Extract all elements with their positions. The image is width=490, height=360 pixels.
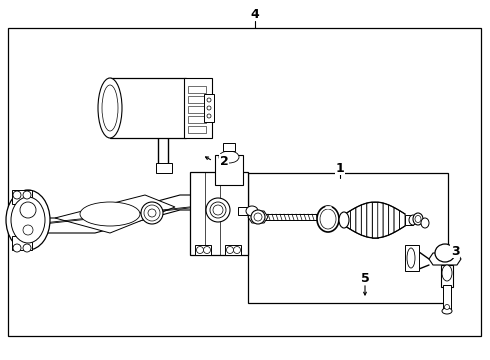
Text: 5: 5 — [361, 271, 369, 284]
Circle shape — [13, 244, 21, 252]
Circle shape — [23, 244, 31, 252]
Ellipse shape — [251, 210, 265, 224]
Ellipse shape — [102, 85, 118, 131]
Ellipse shape — [11, 197, 45, 243]
Bar — [195, 245, 211, 255]
Bar — [188, 96, 206, 103]
Bar — [188, 106, 206, 113]
Bar — [184, 78, 212, 138]
Circle shape — [226, 247, 234, 253]
Ellipse shape — [98, 78, 122, 138]
Ellipse shape — [435, 244, 455, 262]
Bar — [8, 28, 481, 336]
Ellipse shape — [407, 248, 415, 268]
Polygon shape — [394, 207, 399, 233]
Bar — [441, 265, 453, 287]
Ellipse shape — [6, 190, 50, 250]
Circle shape — [20, 202, 36, 218]
Circle shape — [234, 247, 241, 253]
Polygon shape — [248, 211, 268, 223]
Polygon shape — [345, 211, 350, 229]
Bar — [215, 155, 243, 185]
Ellipse shape — [144, 205, 160, 221]
Ellipse shape — [442, 265, 452, 281]
Polygon shape — [378, 202, 383, 238]
Ellipse shape — [442, 308, 452, 314]
Bar — [405, 245, 419, 271]
Circle shape — [203, 247, 211, 253]
Bar — [443, 285, 451, 309]
Text: 4: 4 — [250, 8, 259, 21]
Polygon shape — [350, 207, 356, 233]
Polygon shape — [18, 195, 240, 233]
Circle shape — [207, 114, 211, 118]
Bar — [190, 172, 248, 255]
Ellipse shape — [339, 212, 349, 228]
Ellipse shape — [254, 213, 262, 221]
Ellipse shape — [409, 215, 417, 225]
Ellipse shape — [317, 206, 339, 232]
Bar — [188, 116, 206, 123]
Bar — [225, 245, 241, 255]
Ellipse shape — [320, 209, 336, 229]
Bar — [188, 86, 206, 93]
Text: 3: 3 — [451, 244, 459, 257]
Bar — [238, 207, 252, 215]
Polygon shape — [361, 203, 367, 237]
Polygon shape — [399, 211, 405, 229]
Polygon shape — [55, 195, 175, 233]
Circle shape — [196, 247, 203, 253]
Ellipse shape — [210, 202, 226, 218]
Circle shape — [207, 106, 211, 110]
Circle shape — [23, 191, 31, 199]
Bar — [110, 78, 186, 138]
Polygon shape — [383, 203, 389, 237]
Bar — [405, 215, 413, 225]
Bar — [12, 236, 32, 250]
Ellipse shape — [413, 213, 423, 225]
Circle shape — [207, 98, 211, 102]
Circle shape — [23, 225, 33, 235]
Polygon shape — [367, 202, 372, 238]
Bar — [156, 163, 172, 173]
Ellipse shape — [415, 216, 421, 222]
Ellipse shape — [141, 202, 163, 224]
Bar — [12, 190, 32, 204]
Polygon shape — [372, 202, 378, 238]
Text: 2: 2 — [220, 154, 228, 167]
Ellipse shape — [219, 151, 239, 163]
Bar — [248, 173, 448, 303]
Ellipse shape — [246, 206, 258, 216]
Ellipse shape — [213, 205, 223, 215]
Bar — [204, 94, 214, 122]
Ellipse shape — [421, 218, 429, 228]
Circle shape — [444, 305, 449, 310]
Ellipse shape — [80, 202, 140, 226]
Bar — [188, 126, 206, 133]
Ellipse shape — [148, 209, 156, 217]
Text: 1: 1 — [336, 162, 344, 175]
Ellipse shape — [206, 198, 230, 222]
Bar — [223, 143, 235, 151]
Polygon shape — [356, 205, 361, 235]
Polygon shape — [389, 205, 394, 235]
Circle shape — [13, 191, 21, 199]
Polygon shape — [429, 253, 461, 265]
